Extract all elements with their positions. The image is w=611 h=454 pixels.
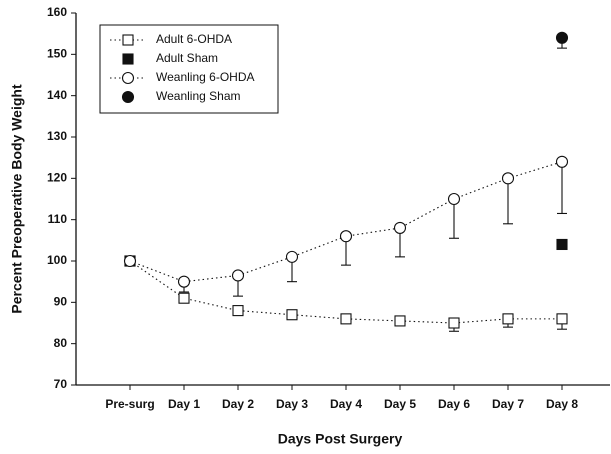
marker (232, 305, 244, 317)
y-tick-label: 110 (48, 212, 68, 226)
x-tick-label: Pre-surg (105, 397, 154, 411)
marker (286, 309, 298, 321)
y-tick-label: 70 (54, 377, 68, 391)
marker (502, 313, 514, 325)
x-tick-label: Day 7 (492, 397, 524, 411)
legend-marker (121, 90, 135, 104)
y-tick-label: 140 (47, 88, 67, 102)
marker (231, 269, 245, 282)
y-tick-label: 100 (47, 253, 67, 267)
marker (123, 254, 137, 268)
marker (447, 192, 461, 206)
legend-label: Adult 6-OHDA (156, 32, 232, 46)
legend-marker (122, 53, 134, 65)
legend-marker (122, 34, 134, 46)
x-tick-label: Day 3 (276, 397, 308, 411)
marker (556, 313, 568, 325)
y-tick-label: 90 (54, 295, 68, 309)
x-tick-label: Day 8 (546, 397, 578, 411)
y-tick-label: 130 (47, 129, 67, 143)
y-tick-label: 160 (47, 5, 67, 19)
x-tick-label: Day 1 (168, 397, 200, 411)
marker (285, 250, 299, 263)
legend-marker (121, 71, 135, 85)
y-tick-label: 120 (47, 171, 67, 185)
marker (393, 221, 407, 234)
marker (501, 172, 515, 185)
y-tick-label: 150 (47, 47, 67, 61)
y-axis-title: Percent Preoperative Body Weight (9, 84, 25, 314)
x-axis-title: Days Post Surgery (278, 431, 403, 447)
legend-label: Adult Sham (156, 51, 218, 65)
marker (555, 31, 569, 44)
marker (555, 155, 569, 168)
x-tick-label: Day 6 (438, 397, 470, 411)
x-tick-label: Day 5 (384, 397, 416, 411)
marker (394, 315, 406, 327)
legend-label: Weanling 6-OHDA (156, 70, 254, 84)
x-tick-label: Day 4 (330, 397, 362, 411)
marker (178, 292, 190, 304)
legend-label: Weanling Sham (156, 89, 241, 103)
marker (448, 317, 460, 329)
marker (177, 275, 191, 288)
legend: Adult 6-OHDA Adult Sham Weanling 6-OHDA Wea… (99, 24, 279, 114)
marker (556, 238, 568, 251)
y-tick-label: 80 (54, 336, 68, 350)
marker (340, 313, 352, 325)
marker (339, 230, 353, 243)
x-tick-label: Day 2 (222, 397, 254, 411)
